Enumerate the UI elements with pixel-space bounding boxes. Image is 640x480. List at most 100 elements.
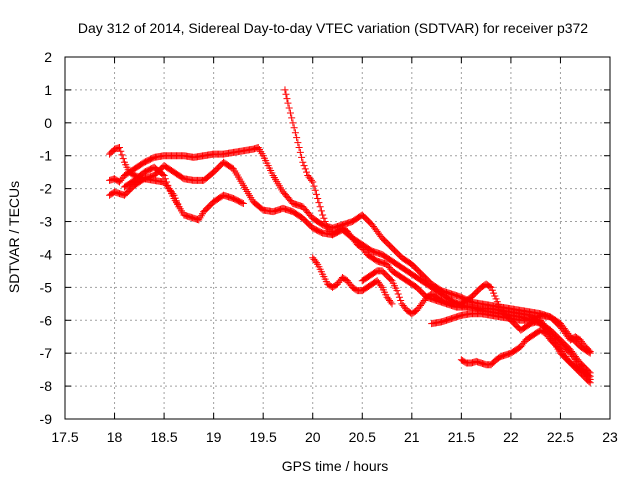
data-point — [290, 124, 298, 132]
y-axis-label: SDTVAR / TECUs — [6, 181, 22, 293]
data-point — [295, 144, 303, 151]
data-point — [288, 114, 296, 122]
data-point — [294, 139, 302, 147]
y-tick-label: -5 — [40, 279, 53, 295]
data-point — [281, 86, 289, 94]
data-point — [117, 147, 125, 155]
data-point — [291, 129, 299, 137]
y-tick-label: -4 — [40, 246, 53, 262]
data-point — [314, 195, 322, 203]
x-tick-label: 22.5 — [547, 429, 574, 445]
data-point — [164, 181, 172, 189]
y-tick-label: -2 — [40, 181, 53, 197]
data-point — [319, 211, 327, 219]
data-point — [312, 190, 320, 198]
data-point — [585, 346, 593, 354]
data-point — [175, 203, 183, 211]
data-point — [540, 321, 548, 329]
data-point — [322, 221, 330, 229]
chart-title: Day 312 of 2014, Sidereal Day-to-day VTE… — [78, 20, 588, 36]
x-tick-label: 20.5 — [349, 429, 376, 445]
data-point — [163, 178, 171, 186]
x-tick-label: 18 — [107, 429, 123, 445]
data-point — [310, 182, 318, 190]
y-tick-label: -7 — [40, 345, 53, 361]
data-point — [586, 348, 594, 356]
series-track-f — [309, 254, 396, 308]
x-tick-label: 20 — [305, 429, 321, 445]
data-point — [493, 298, 501, 306]
data-point — [496, 304, 504, 312]
data-point — [393, 287, 401, 295]
data-point — [238, 199, 246, 207]
data-point — [283, 95, 291, 103]
data-point — [487, 283, 495, 291]
data-point — [239, 199, 247, 207]
y-tick-label: 2 — [44, 49, 52, 65]
data-points — [106, 86, 594, 387]
x-tick-label: 21.5 — [448, 429, 475, 445]
y-tick-label: -1 — [40, 148, 53, 164]
data-point — [492, 295, 500, 303]
x-tick-label: 21 — [404, 429, 420, 445]
data-point — [377, 282, 385, 290]
x-tick-label: 18.5 — [150, 429, 177, 445]
data-point — [118, 151, 126, 159]
data-point — [282, 90, 290, 98]
x-tick-label: 19 — [206, 429, 222, 445]
data-point — [395, 293, 403, 301]
data-point — [161, 175, 169, 183]
data-point — [311, 186, 319, 194]
data-point — [388, 300, 396, 308]
data-point — [116, 144, 123, 151]
data-point — [387, 298, 395, 306]
data-point — [317, 207, 325, 215]
data-point — [321, 218, 329, 226]
data-point — [293, 134, 301, 142]
data-point — [586, 372, 594, 380]
tick-labels: 17.5 18 18.5 19 19.5 20 20.5 21 21.5 22 22.5 23-9-8… — [40, 49, 618, 445]
data-point — [296, 148, 304, 156]
data-point — [301, 165, 309, 173]
data-point — [284, 99, 292, 107]
data-point — [300, 162, 308, 170]
series-track-h — [457, 326, 594, 387]
y-tick-label: -8 — [40, 378, 53, 394]
data-point — [491, 292, 499, 300]
data-point — [486, 283, 494, 291]
plot-frame — [64, 56, 611, 420]
data-point — [299, 158, 307, 166]
data-point — [160, 171, 168, 179]
x-tick-label: 22 — [503, 429, 519, 445]
data-point — [309, 178, 317, 186]
data-point — [490, 289, 498, 297]
data-point — [586, 379, 594, 387]
data-point — [312, 259, 320, 267]
data-point — [119, 155, 127, 163]
data-point — [585, 371, 593, 379]
series-track-d — [120, 163, 183, 211]
series-track-e — [281, 86, 594, 384]
data-point — [298, 153, 306, 161]
data-point — [387, 276, 395, 284]
data-point — [316, 203, 324, 211]
series-track-i — [428, 310, 594, 356]
y-tick-label: 1 — [44, 82, 52, 98]
data-point — [159, 170, 167, 178]
data-point — [394, 290, 402, 298]
x-tick-label: 23 — [602, 429, 618, 445]
y-tick-label: -3 — [40, 214, 53, 230]
data-point — [289, 119, 297, 127]
data-point — [585, 378, 593, 386]
x-axis-label: GPS time / hours — [282, 458, 389, 474]
y-tick-label: -9 — [40, 411, 53, 427]
data-point — [285, 104, 293, 112]
data-point — [320, 214, 328, 222]
data-point — [488, 286, 496, 294]
y-tick-label: 0 — [44, 115, 52, 131]
data-point — [303, 168, 311, 176]
y-tick-label: -6 — [40, 312, 53, 328]
data-point — [495, 301, 503, 309]
x-tick-label: 19.5 — [250, 429, 277, 445]
